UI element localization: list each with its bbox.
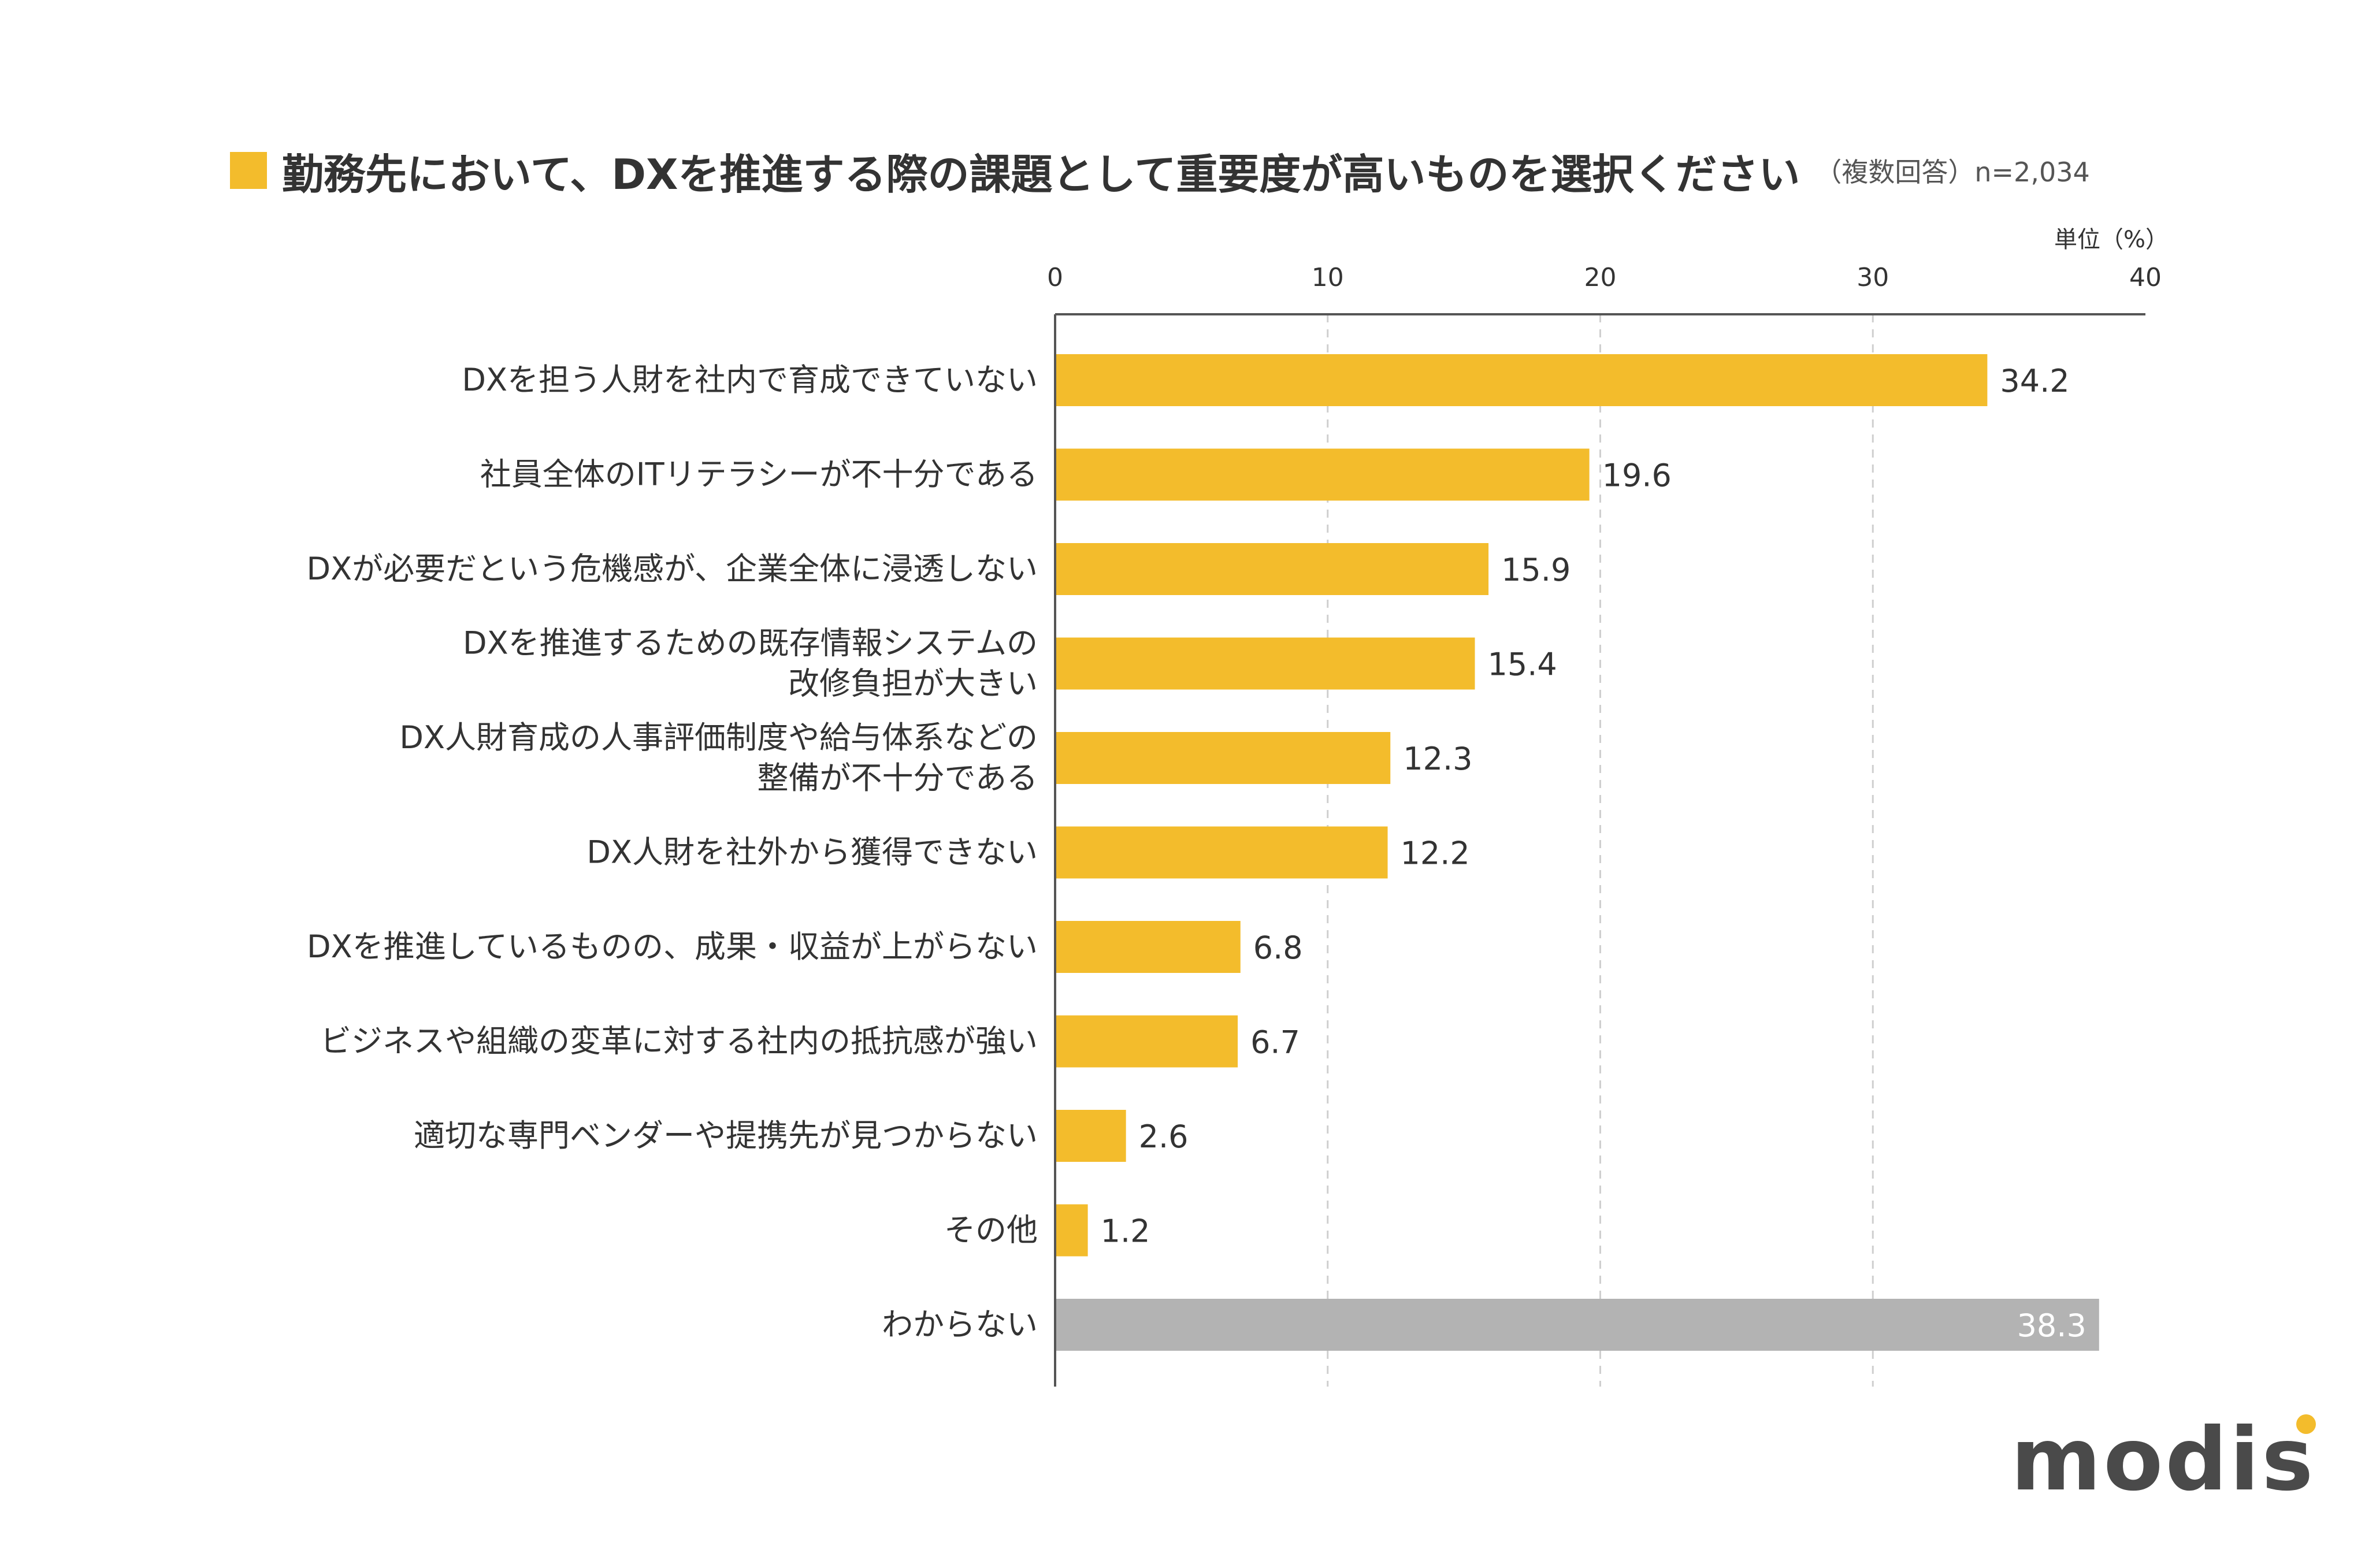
value-label-4: 12.3	[1403, 741, 1472, 777]
category-label-7: ビジネスや組織の変革に対する社内の抵抗感が強い	[320, 1023, 1038, 1060]
value-label-9: 1.2	[1101, 1213, 1150, 1250]
bar-5	[1056, 826, 1388, 879]
tick-label-40: 40	[2129, 263, 2162, 292]
tick-label-30: 30	[1857, 263, 1889, 292]
title-text: 勤務先において、DXを推進する際の課題として重要度が高いものを選択ください	[282, 150, 1800, 199]
category-label-9: その他	[944, 1212, 1038, 1249]
value-label-10: 38.3	[2017, 1307, 2086, 1344]
value-label-1: 19.6	[1602, 458, 1672, 494]
title-square-icon	[230, 152, 267, 189]
value-label-8: 2.6	[1139, 1119, 1189, 1155]
category-label-3-line-1: 改修負担が大きい	[788, 666, 1038, 702]
bar-3	[1056, 637, 1475, 690]
category-label-5: DX人財を社外から獲得できない	[586, 834, 1038, 871]
category-label-3-line-0: DXを推進するための既存情報システムの	[463, 625, 1038, 662]
category-label-4-line-1: 整備が不十分である	[758, 760, 1038, 796]
bar-2	[1056, 543, 1489, 595]
bar-10	[1056, 1299, 2099, 1351]
tick-label-20: 20	[1584, 263, 1617, 292]
chart-title: 勤務先において、DXを推進する際の課題として重要度が高いものを選択ください （複…	[230, 139, 2090, 202]
category-label-6: DXを推進しているものの、成果・収益が上がらない	[307, 928, 1038, 965]
category-label-2: DXが必要だという危機感が、企業全体に浸透しない	[307, 551, 1038, 587]
tick-label-0: 0	[1047, 263, 1063, 292]
category-label-4-line-0: DX人財育成の人事評価制度や給与体系などの	[399, 719, 1038, 756]
value-label-0: 34.2	[2000, 363, 2069, 399]
value-label-3: 15.4	[1487, 646, 1557, 683]
value-label-6: 6.8	[1253, 930, 1303, 966]
bar-1	[1056, 448, 1590, 501]
logo-dot-icon	[2296, 1414, 2316, 1434]
value-label-5: 12.2	[1401, 835, 1470, 872]
value-label-2: 15.9	[1501, 552, 1571, 588]
bar-9	[1056, 1204, 1088, 1257]
bar-6	[1056, 921, 1241, 973]
bar-4	[1056, 732, 1391, 784]
modis-logo: modis	[2011, 1410, 2316, 1510]
bar-7	[1056, 1015, 1238, 1068]
category-label-8: 適切な専門ベンダーや提携先が見つからない	[414, 1117, 1038, 1154]
category-label-1: 社員全体のITリテラシーが不十分である	[480, 456, 1038, 493]
value-label-7: 6.7	[1250, 1024, 1300, 1061]
logo-text: modis	[2011, 1410, 2316, 1510]
category-label-10: わからない	[882, 1306, 1038, 1343]
category-label-0: DXを担う人財を社内で育成できていない	[462, 362, 1038, 398]
bar-8	[1056, 1110, 1126, 1162]
title-note: （複数回答）n=2,034	[1815, 157, 2090, 188]
bar-0	[1056, 354, 1988, 406]
unit-label: 単位（%）	[2054, 226, 2169, 253]
tick-label-10: 10	[1312, 263, 1344, 292]
